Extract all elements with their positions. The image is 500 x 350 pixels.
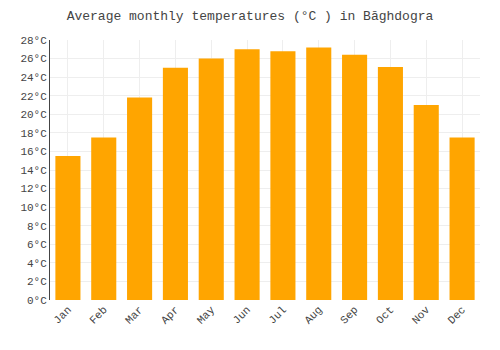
svg-text:Jul: Jul bbox=[266, 304, 288, 326]
svg-text:Average monthly temperatures (: Average monthly temperatures (°C ) in Bā… bbox=[67, 9, 434, 24]
svg-text:4°C: 4°C bbox=[27, 258, 47, 270]
svg-text:18°C: 18°C bbox=[20, 128, 47, 140]
svg-text:Mar: Mar bbox=[123, 304, 145, 326]
svg-text:20°C: 20°C bbox=[20, 109, 47, 121]
svg-text:10°C: 10°C bbox=[20, 202, 47, 214]
svg-text:0°C: 0°C bbox=[27, 295, 47, 307]
svg-text:Jun: Jun bbox=[231, 304, 253, 326]
svg-text:22°C: 22°C bbox=[20, 91, 47, 103]
svg-text:May: May bbox=[195, 304, 218, 327]
svg-text:8°C: 8°C bbox=[27, 221, 47, 233]
svg-text:2°C: 2°C bbox=[27, 276, 47, 288]
svg-text:Nov: Nov bbox=[410, 304, 433, 327]
svg-text:Jan: Jan bbox=[51, 304, 73, 326]
svg-text:Oct: Oct bbox=[374, 304, 396, 326]
svg-text:28°C: 28°C bbox=[20, 35, 47, 47]
svg-text:6°C: 6°C bbox=[27, 239, 47, 251]
svg-text:Aug: Aug bbox=[302, 304, 324, 326]
svg-text:Sep: Sep bbox=[338, 304, 360, 326]
svg-text:24°C: 24°C bbox=[20, 72, 47, 84]
svg-text:Apr: Apr bbox=[159, 304, 181, 326]
svg-text:12°C: 12°C bbox=[20, 183, 47, 195]
svg-text:Feb: Feb bbox=[87, 304, 109, 326]
svg-text:14°C: 14°C bbox=[20, 165, 47, 177]
svg-text:16°C: 16°C bbox=[20, 146, 47, 158]
svg-text:Dec: Dec bbox=[446, 304, 468, 326]
svg-text:26°C: 26°C bbox=[20, 53, 47, 65]
